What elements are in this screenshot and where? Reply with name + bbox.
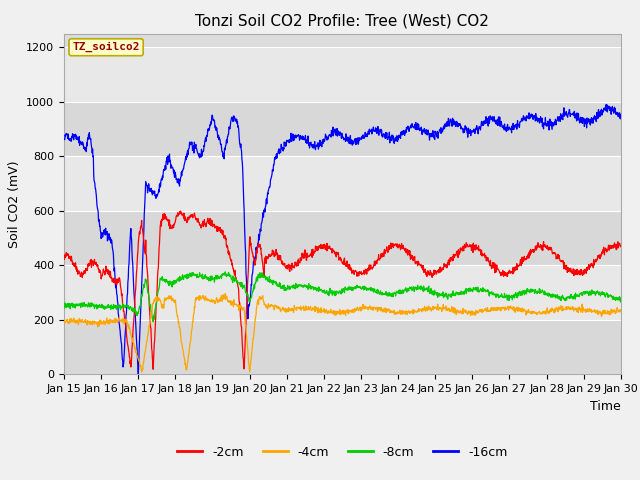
- Bar: [64, 320, 621, 374]
- Bar: [64, 265, 621, 320]
- Bar: [64, 47, 621, 102]
- Legend: -2cm, -4cm, -8cm, -16cm: -2cm, -4cm, -8cm, -16cm: [172, 441, 513, 464]
- Text: TZ_soilco2: TZ_soilco2: [72, 42, 140, 52]
- Bar: [64, 156, 621, 211]
- Bar: [64, 102, 621, 156]
- Y-axis label: Soil CO2 (mV): Soil CO2 (mV): [8, 160, 20, 248]
- Bar: [64, 211, 621, 265]
- Title: Tonzi Soil CO2 Profile: Tree (West) CO2: Tonzi Soil CO2 Profile: Tree (West) CO2: [195, 13, 490, 28]
- X-axis label: Time: Time: [590, 400, 621, 413]
